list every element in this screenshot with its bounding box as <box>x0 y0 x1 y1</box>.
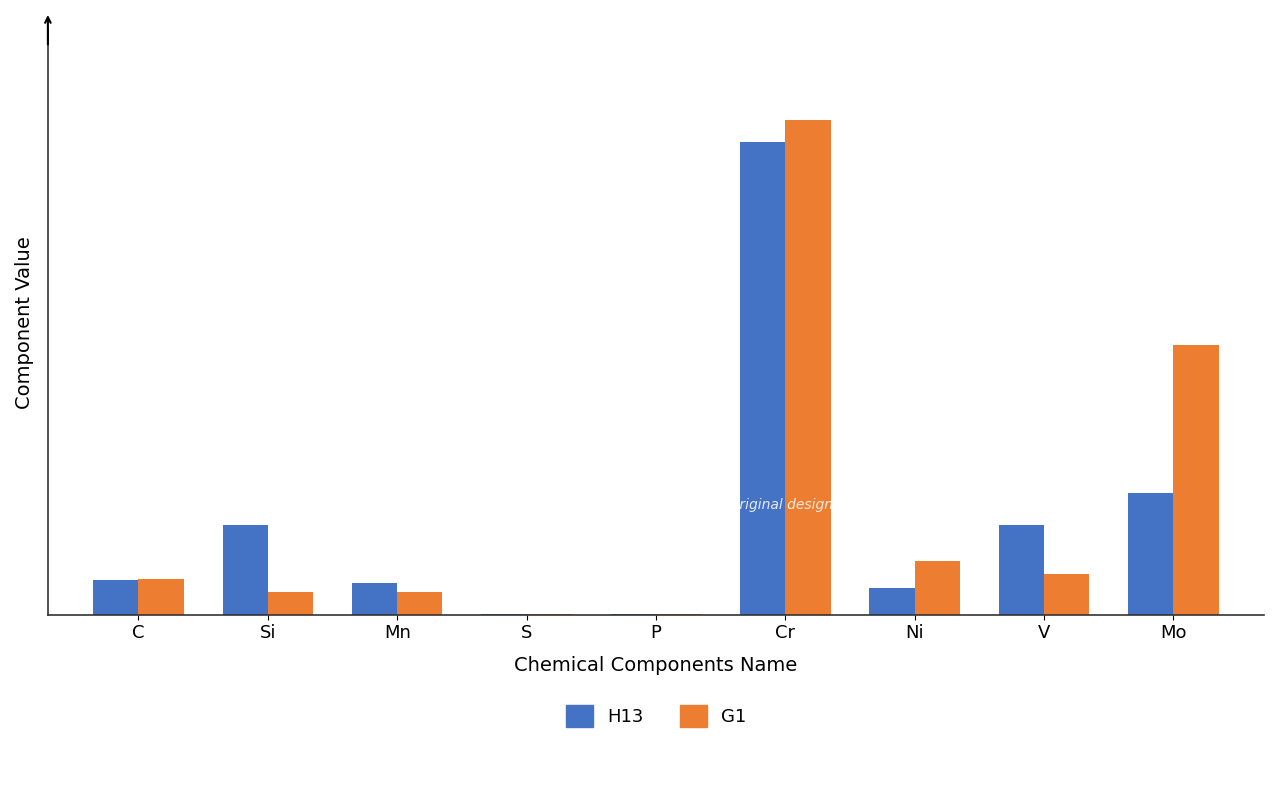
Bar <box>267 592 313 615</box>
Bar <box>1173 345 1219 615</box>
Bar <box>914 560 961 615</box>
Bar <box>223 525 267 615</box>
Bar <box>1128 493 1173 615</box>
Bar <box>1044 574 1090 615</box>
Legend: H13, G1: H13, G1 <box>559 698 753 735</box>
Bar <box>870 588 914 615</box>
Bar <box>398 592 443 615</box>
Bar <box>741 142 785 615</box>
Bar <box>999 525 1044 615</box>
Text: @original design by Goodklife: @original design by Goodklife <box>716 498 925 512</box>
Bar <box>785 120 830 615</box>
Bar <box>138 579 184 615</box>
Bar <box>352 583 398 615</box>
Y-axis label: Component Value: Component Value <box>15 236 35 409</box>
Bar <box>93 580 138 615</box>
X-axis label: Chemical Components Name: Chemical Components Name <box>514 656 798 675</box>
